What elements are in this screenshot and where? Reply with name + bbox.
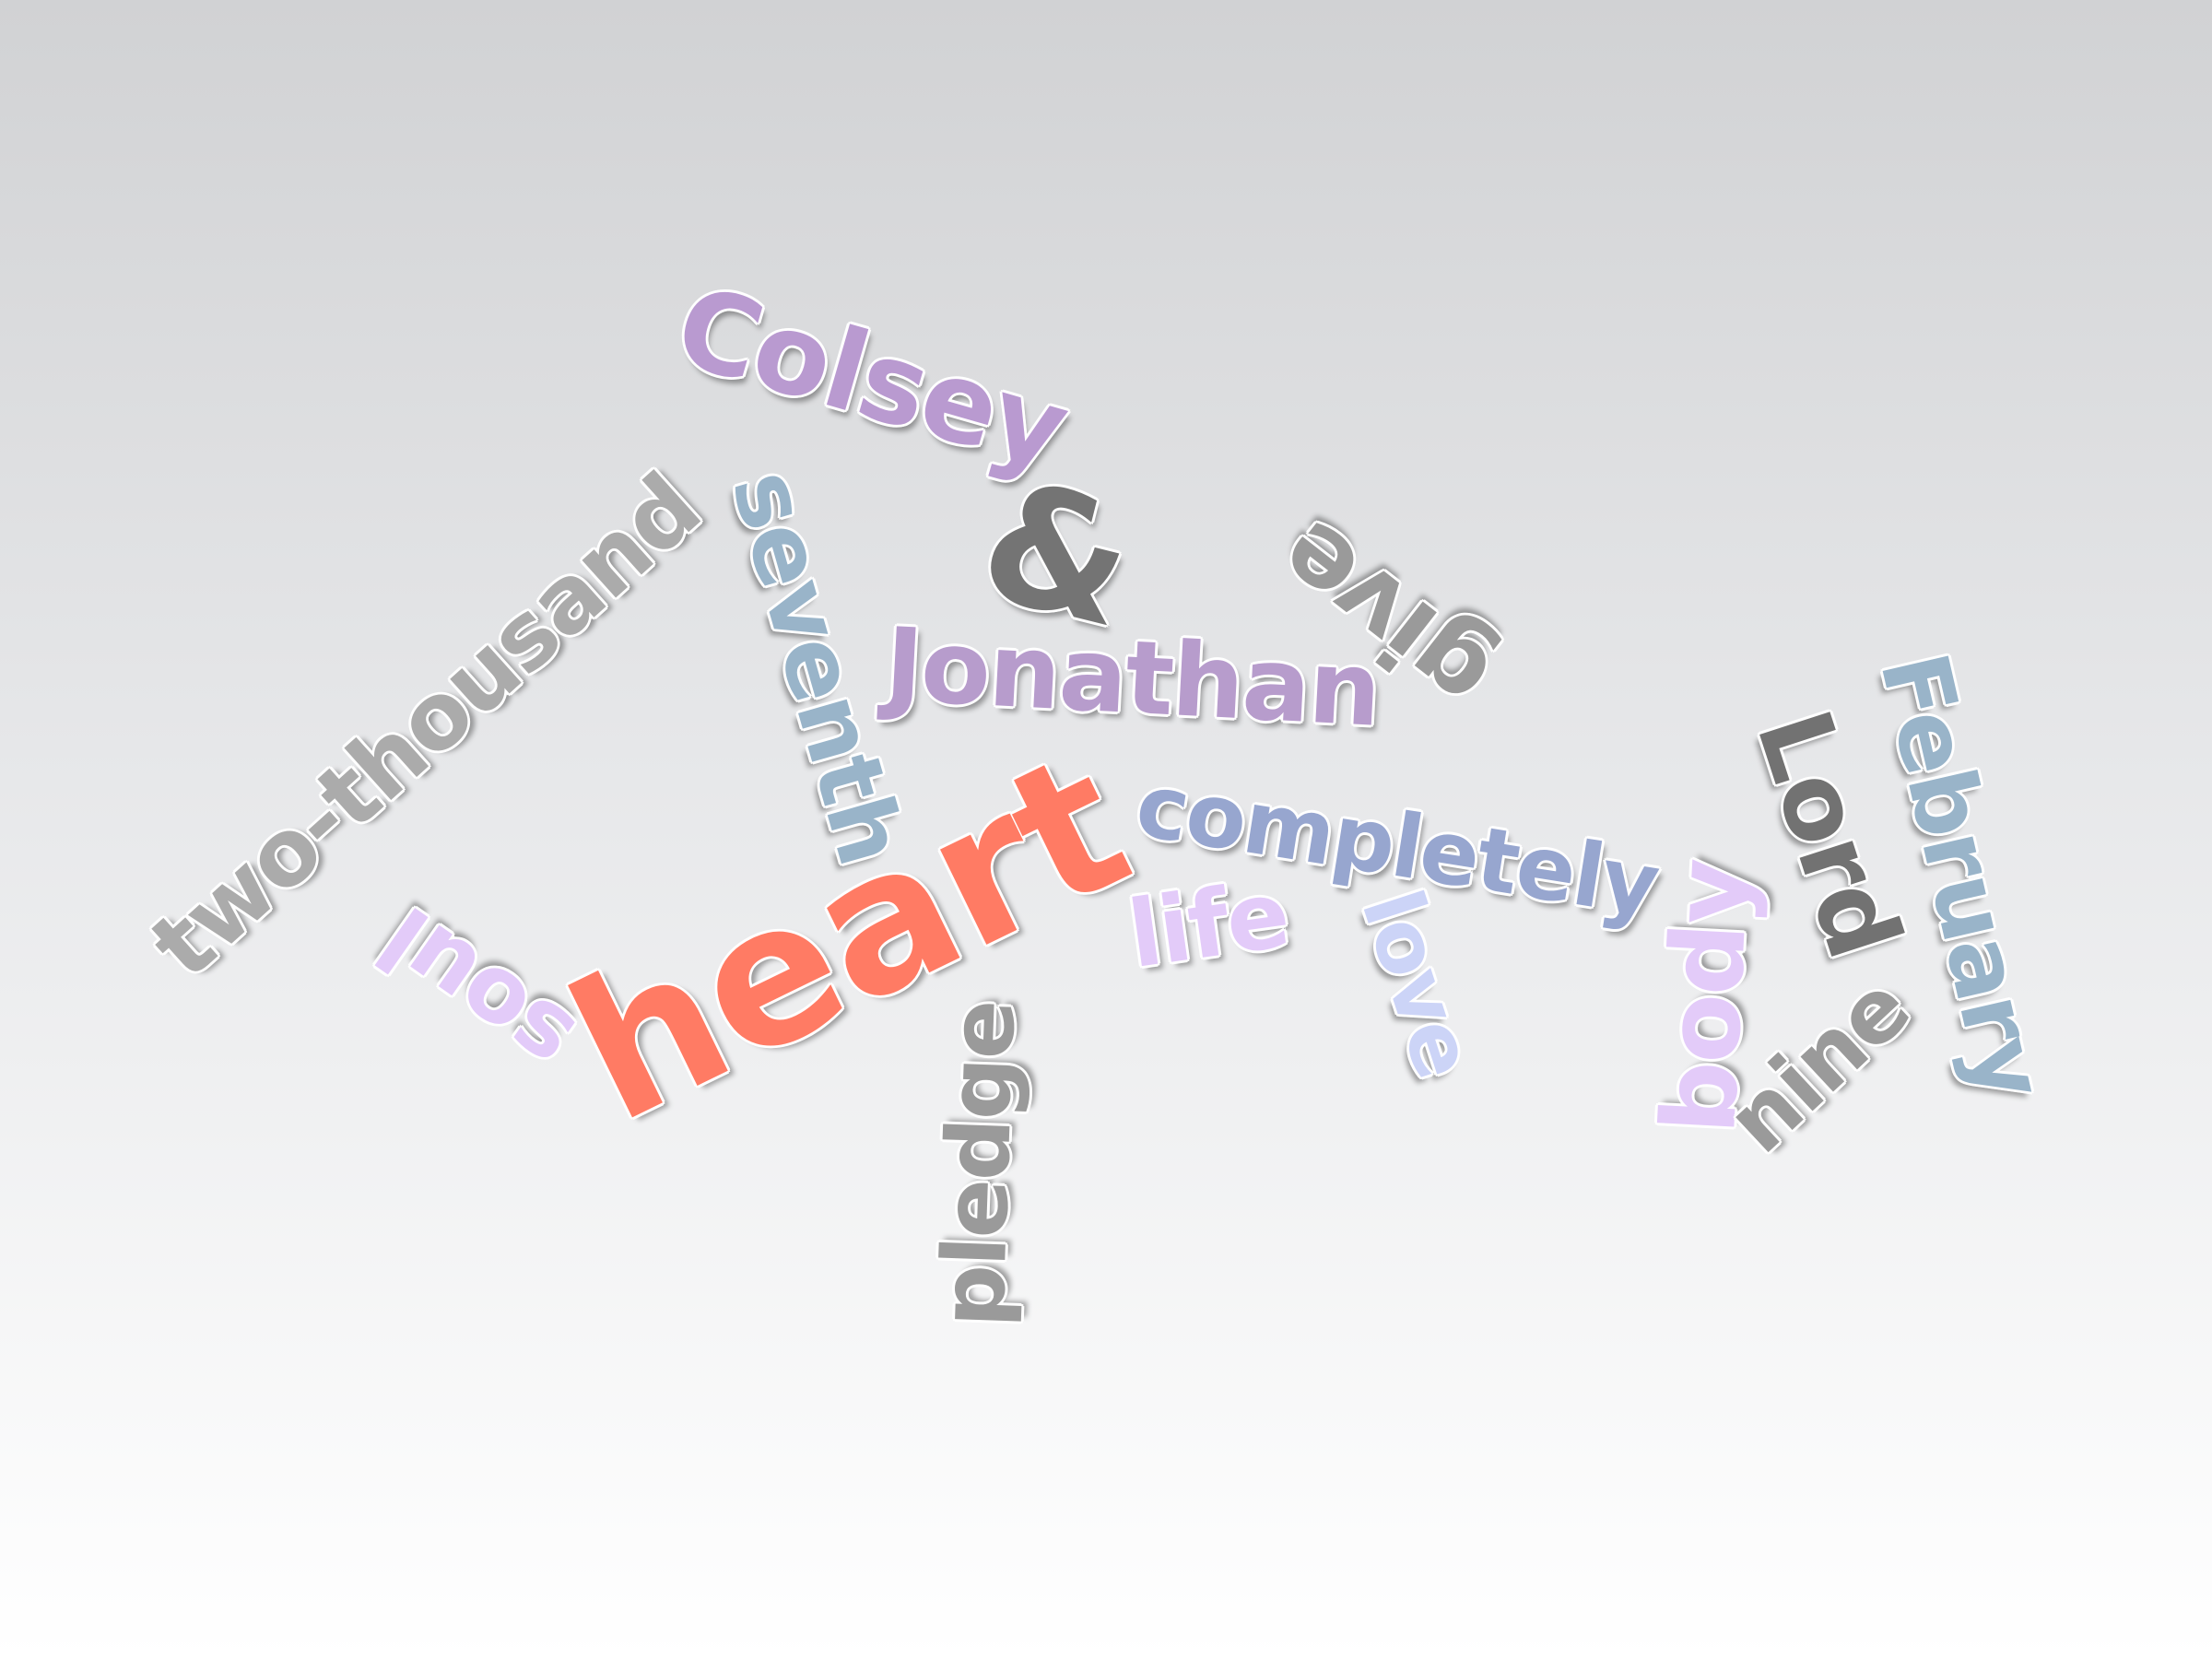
word-love: love: [1342, 879, 1493, 1088]
word-soul: soul: [360, 886, 594, 1095]
word-pledge: pledge: [922, 999, 1036, 1329]
word-jonathan: Jonathan: [882, 605, 1382, 749]
word-colsey: Colsey: [663, 262, 1080, 495]
word-life: life: [1122, 860, 1295, 989]
